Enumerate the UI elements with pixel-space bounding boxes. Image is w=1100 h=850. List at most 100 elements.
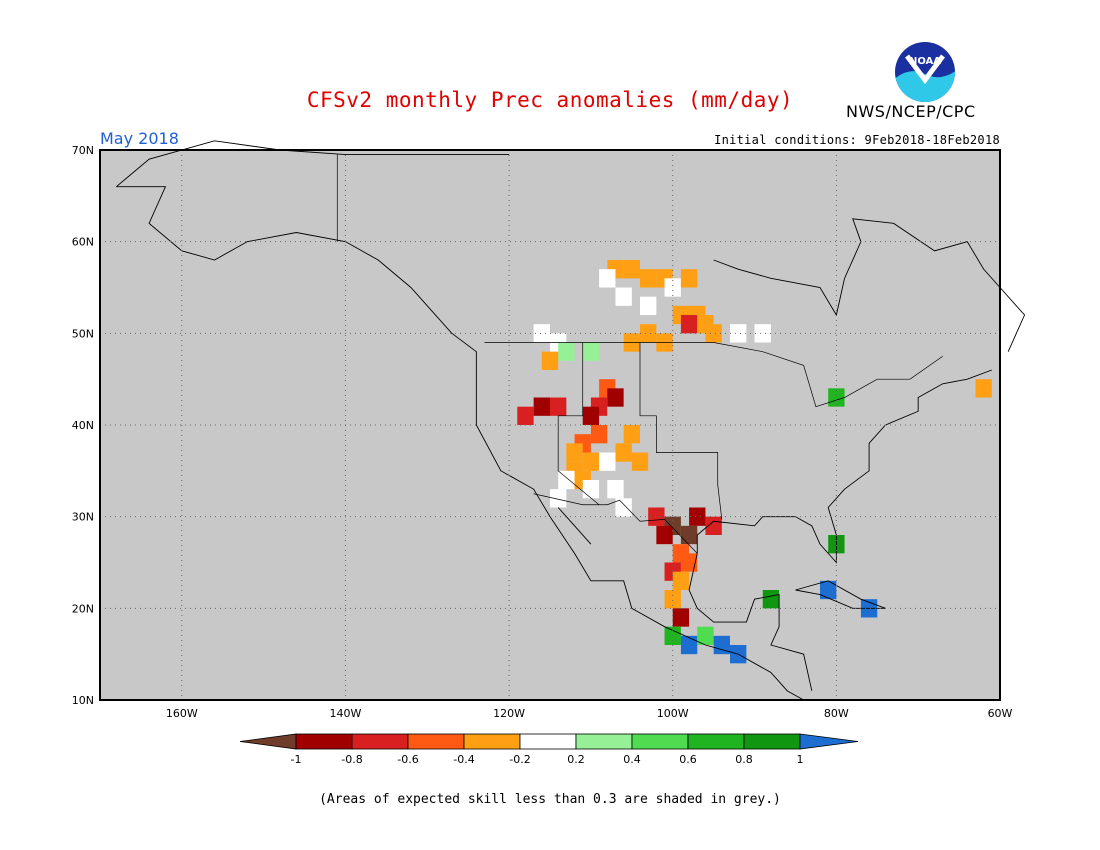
anomaly-cell: [582, 406, 600, 425]
anomaly-cell: [550, 489, 567, 508]
anomaly-cell: [558, 342, 575, 361]
anomaly-cell: [533, 397, 550, 416]
colorbar-label: -1: [291, 753, 302, 766]
anomaly-cell: [550, 397, 567, 416]
anomaly-cell: [607, 388, 624, 407]
coastline: [557, 507, 592, 545]
anomaly-cell: [680, 635, 698, 655]
anomaly-cell: [590, 425, 608, 444]
anomaly-cell: [820, 580, 837, 600]
anomaly-cell: [623, 260, 640, 279]
anomaly-cell: [582, 452, 600, 471]
colorbar-swatch: [519, 733, 577, 750]
anomaly-cell: [615, 498, 632, 517]
colorbar-label: 0.2: [567, 753, 585, 766]
anomaly-cell: [631, 452, 649, 471]
colorbar-label: -0.6: [397, 753, 418, 766]
lon-tick-label: 60W: [988, 707, 1013, 720]
lat-tick-label: 50N: [72, 327, 94, 340]
coastline: [116, 186, 804, 701]
lon-tick-label: 160W: [166, 707, 198, 720]
anomaly-cell: [615, 287, 632, 306]
agency-label: NWS/NCEP/CPC: [846, 102, 976, 121]
anomaly-cell: [680, 315, 698, 334]
anomaly-cell: [648, 507, 665, 526]
anomaly-cell: [664, 590, 681, 609]
colorbar-label: 0.4: [623, 753, 641, 766]
lat-tick-label: 70N: [72, 144, 94, 157]
coastline: [696, 369, 992, 564]
lat-tick-label: 30N: [72, 511, 94, 524]
colorbar-label: 0.6: [679, 753, 697, 766]
lat-tick-label: 20N: [72, 602, 94, 615]
colorbar-swatch: [295, 733, 353, 750]
colorbar-label: 1: [797, 753, 804, 766]
lon-tick-label: 80W: [824, 707, 849, 720]
political-border: [533, 493, 698, 554]
anomaly-cell: [754, 324, 771, 343]
colorbar-swatch: [407, 733, 465, 750]
anomaly-cell: [558, 470, 575, 490]
anomaly-cell: [664, 278, 681, 297]
skill-footnote: (Areas of expected skill less than 0.3 a…: [319, 792, 781, 807]
noaa-logo-text: NOAA: [909, 56, 941, 67]
colorbar-swatch: [687, 733, 745, 750]
anomaly-cell: [705, 324, 722, 343]
lon-tick-label: 140W: [330, 707, 362, 720]
anomaly-cell: [640, 269, 657, 288]
colorbar-label: -0.4: [453, 753, 474, 766]
anomaly-cell: [680, 553, 698, 572]
colorbar: -1 -0.8 -0.6 -0.4 -0.2 0.2 0.4 0.6 0.8 1: [239, 733, 859, 766]
map-frame: [99, 149, 1001, 701]
colorbar-swatch: [351, 733, 409, 750]
lon-tick-label: 120W: [493, 707, 525, 720]
colorbar-swatch: [631, 733, 689, 750]
political-border: [484, 342, 943, 408]
anomaly-cell: [680, 525, 698, 545]
anomaly-cell: [713, 635, 730, 655]
anomaly-cell: [599, 269, 616, 288]
anomaly-cell: [828, 388, 845, 407]
anomaly-cell: [623, 425, 640, 444]
anomaly-cell: [680, 269, 698, 288]
anomaly-cell: [533, 324, 550, 343]
colorbar-swatch: [575, 733, 633, 750]
anomaly-cell: [517, 406, 534, 425]
political-border: [557, 342, 600, 506]
anomaly-cell: [656, 525, 673, 545]
colorbar-swatch: [743, 733, 801, 750]
anomaly-cell: [730, 324, 747, 343]
chart-title: CFSv2 monthly Prec anomalies (mm/day): [306, 88, 794, 112]
anomaly-cell: [705, 516, 722, 535]
colorbar-swatch: [463, 733, 521, 750]
political-border: [639, 342, 723, 520]
lat-tick-label: 40N: [72, 419, 94, 432]
anomaly-cell: [640, 324, 657, 343]
anomaly-cell: [697, 626, 714, 645]
initial-conditions: Initial conditions: 9Feb2018-18Feb2018: [714, 133, 1000, 147]
anomaly-cell: [762, 590, 780, 609]
forecast-month: May 2018: [100, 129, 179, 148]
anomaly-cell: [689, 507, 706, 526]
anomaly-cell: [672, 608, 690, 627]
colorbar-arrow-low: [239, 733, 297, 750]
colorbar-label: 0.8: [735, 753, 753, 766]
colorbar-label: -0.2: [509, 753, 530, 766]
anomaly-cell: [582, 480, 600, 499]
colorbar-label: -0.8: [341, 753, 362, 766]
lon-tick-label: 100W: [657, 707, 689, 720]
anomaly-cell: [541, 351, 559, 370]
anomaly-cell: [640, 296, 657, 315]
anomaly-cell: [582, 342, 600, 361]
lat-tick-label: 60N: [72, 236, 94, 249]
anomaly-cell: [566, 443, 583, 462]
noaa-logo: NOAA: [895, 42, 955, 102]
anomaly-cell: [615, 443, 632, 462]
anomaly-cell: [599, 452, 616, 471]
lat-tick-label: 10N: [72, 694, 94, 707]
coastline: [713, 218, 1026, 352]
anomaly-cell: [975, 379, 992, 398]
coastline: [688, 553, 813, 691]
anomaly-cell: [672, 571, 690, 590]
precip-anomaly-map: 160W 140W 120W 100W 80W 60W 10N 20N 30N 40N 50N 60N…: [72, 140, 1026, 720]
